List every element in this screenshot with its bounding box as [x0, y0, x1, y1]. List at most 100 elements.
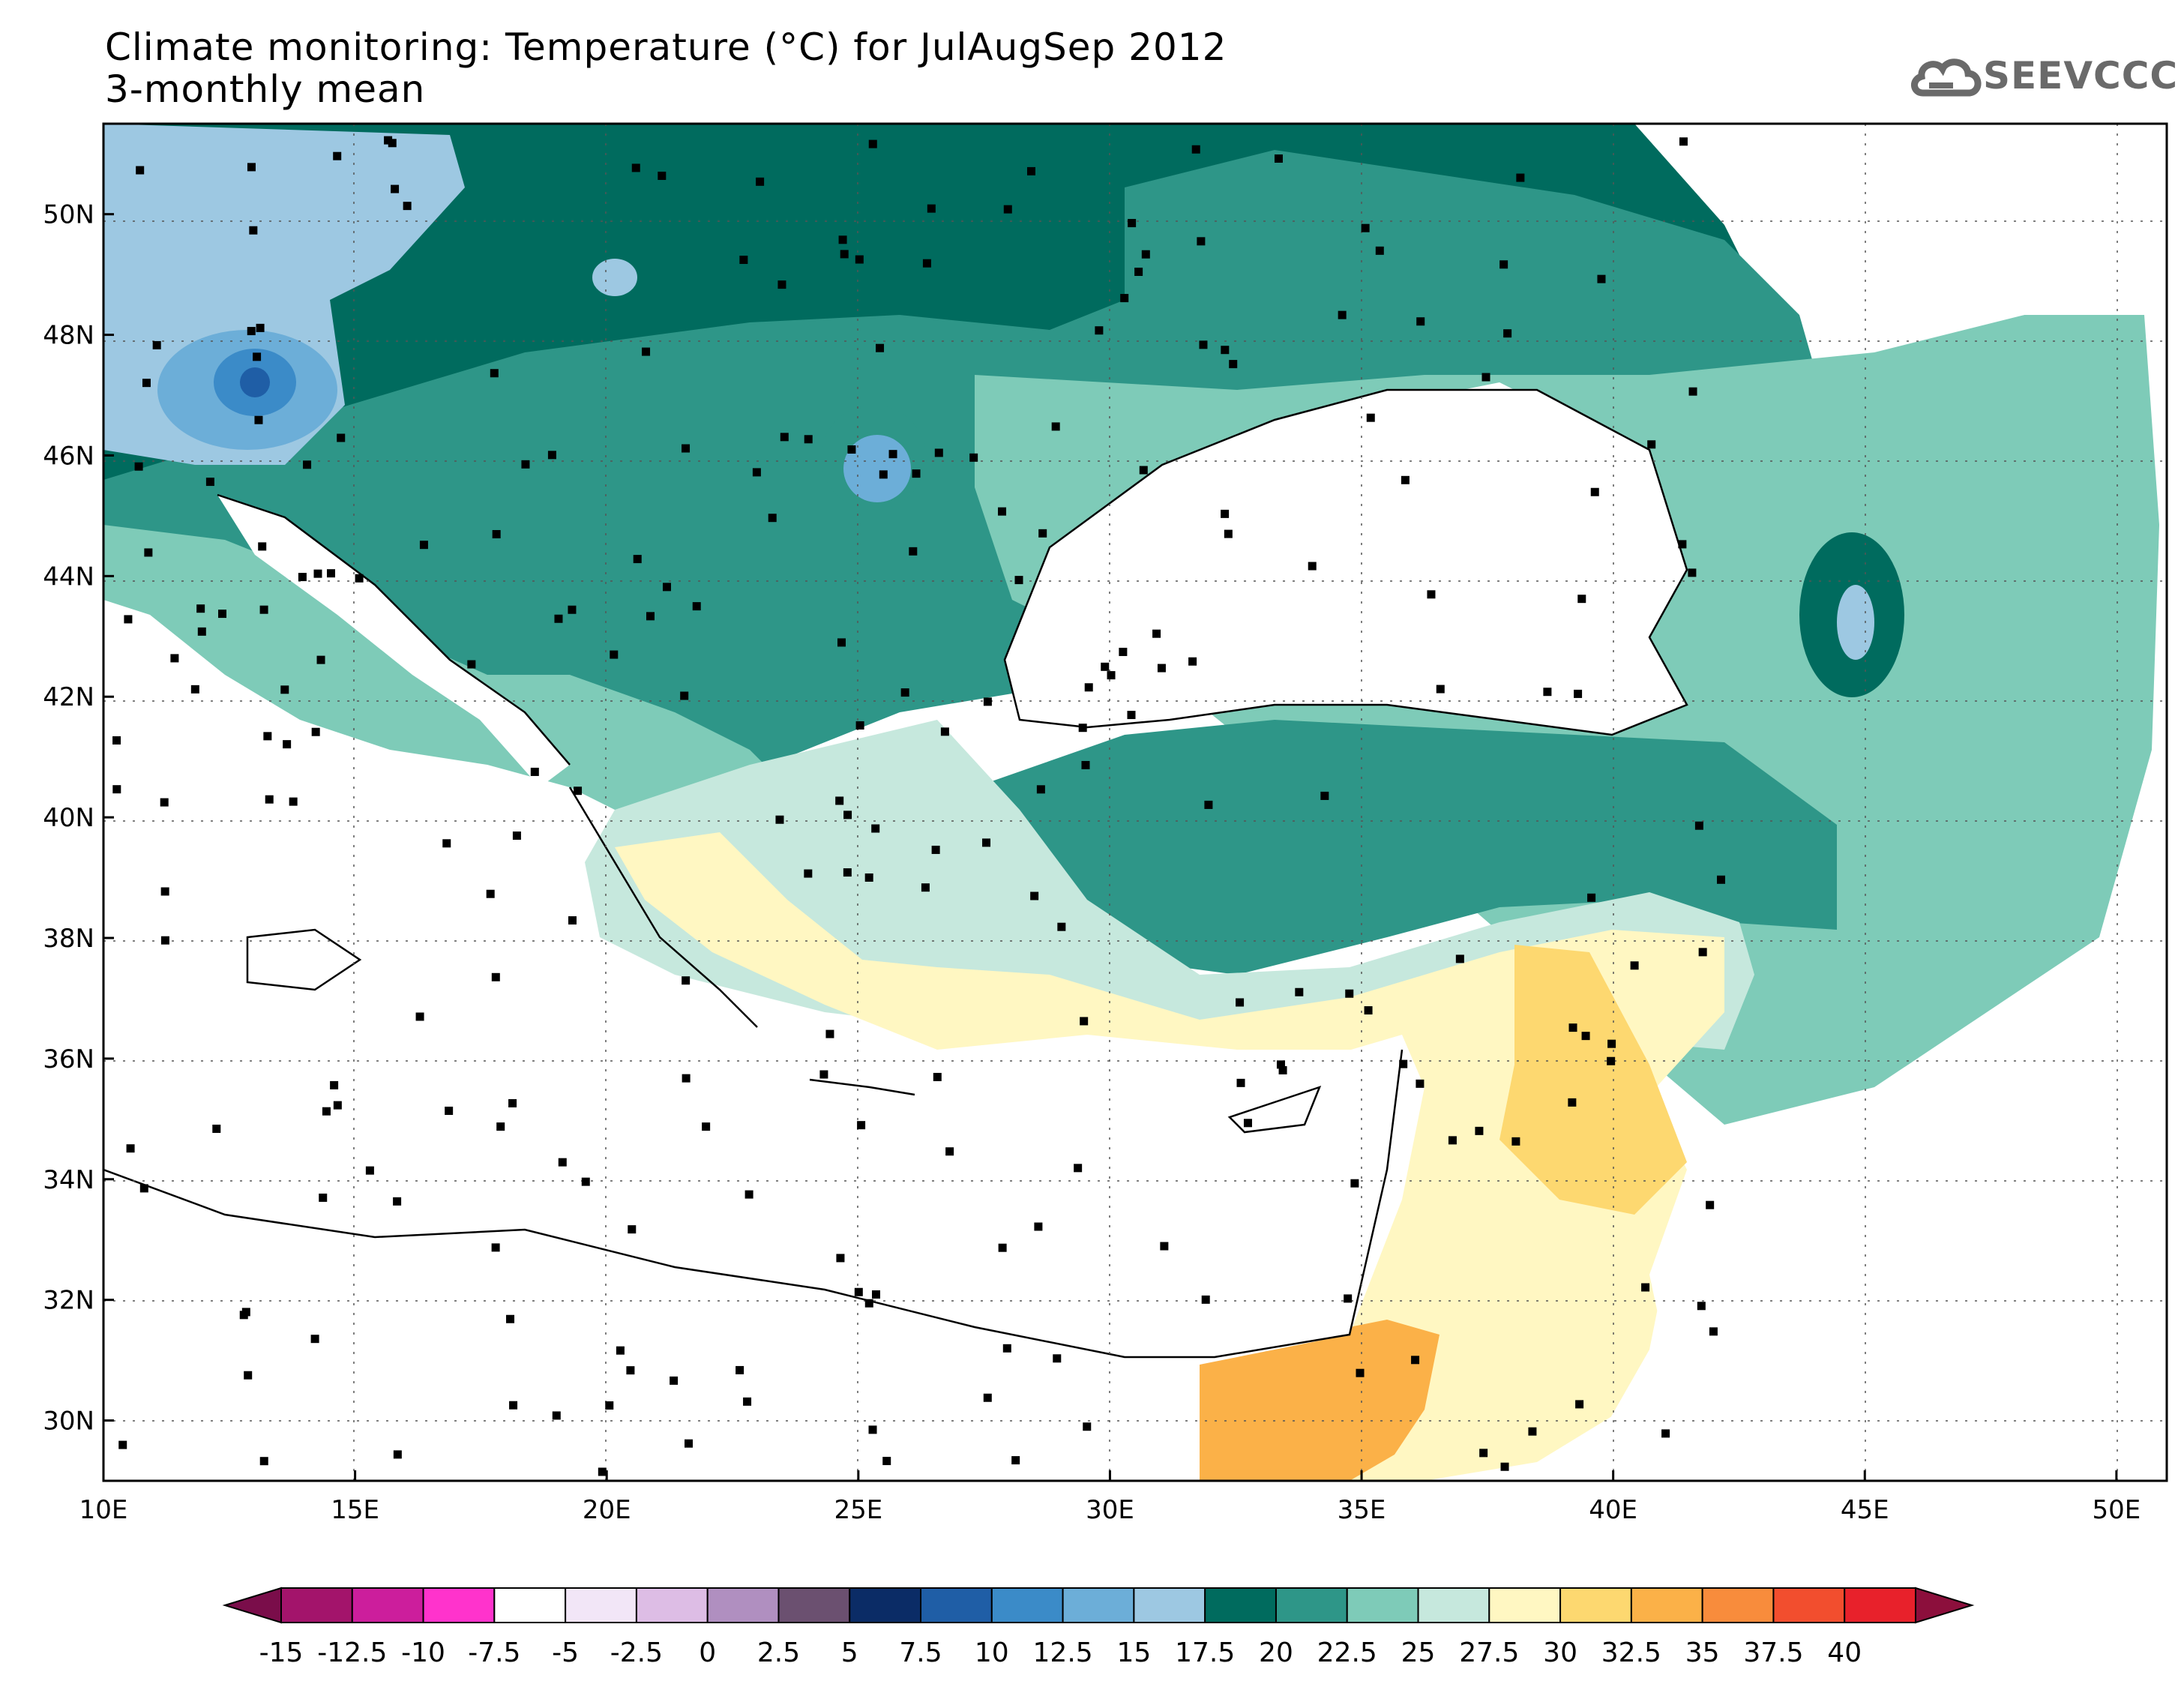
station-marker [1053, 1354, 1062, 1363]
station-marker [1081, 760, 1090, 769]
station-marker [337, 433, 346, 442]
station-marker [254, 415, 263, 424]
colorbar-box [1204, 1587, 1277, 1623]
station-marker [303, 460, 312, 469]
station-marker [682, 976, 691, 985]
station-marker [1201, 1295, 1210, 1304]
station-marker [670, 1376, 679, 1385]
colorbar-label: 22.5 [1317, 1638, 1377, 1668]
station-marker [1694, 821, 1703, 830]
station-marker [530, 767, 539, 776]
latitude-axis: 30N 32N 34N 36N 38N 40N 42N 44N 46N 48N 50N [43, 200, 114, 1437]
lon-tick-label: 30E [1086, 1495, 1134, 1525]
station-marker [244, 1371, 253, 1380]
colorbar-box [1701, 1587, 1775, 1623]
station-marker [1274, 154, 1283, 163]
station-marker [205, 478, 214, 487]
station-marker [744, 1190, 753, 1199]
station-marker [864, 1299, 873, 1308]
station-marker [326, 569, 335, 578]
lon-tick-label: 20E [583, 1495, 631, 1525]
station-marker [983, 697, 992, 706]
station-marker [843, 868, 852, 877]
station-marker [1587, 893, 1596, 902]
lat-tick-label: 48N [43, 321, 94, 351]
station-marker [1647, 440, 1656, 449]
station-marker [998, 1243, 1007, 1252]
station-marker [355, 574, 364, 583]
station-marker [265, 795, 274, 804]
station-marker [568, 916, 577, 925]
station-marker [1678, 540, 1687, 549]
station-marker [921, 883, 930, 892]
lon-tick-label: 45E [1841, 1495, 1889, 1525]
station-marker [491, 1243, 500, 1252]
station-marker [1709, 1327, 1718, 1336]
station-marker [1697, 1302, 1706, 1311]
grid-lines [103, 124, 2167, 1481]
lat-tick-label: 32N [43, 1286, 94, 1316]
lat-tick-label: 40N [43, 803, 94, 833]
station-marker [1134, 268, 1143, 277]
station-marker [403, 202, 412, 211]
station-marker [419, 541, 428, 550]
station-marker [1139, 466, 1148, 475]
station-marker [1030, 891, 1039, 900]
north-africa [103, 1230, 1200, 1481]
station-marker [196, 604, 205, 613]
colorbar-label: -12.5 [317, 1638, 387, 1668]
station-marker [933, 1072, 942, 1081]
station-marker [521, 460, 530, 469]
station-marker [212, 1124, 221, 1133]
station-marker [1543, 688, 1552, 697]
station-marker [1679, 137, 1688, 146]
station-marker [804, 869, 813, 878]
station-marker [1119, 647, 1128, 656]
colorbar-arrow-low [222, 1587, 282, 1624]
station-marker [486, 889, 495, 898]
station-marker [1078, 724, 1087, 733]
station-marker [256, 323, 265, 332]
station-marker [780, 433, 789, 442]
station-marker [837, 638, 846, 647]
station-marker [136, 166, 145, 175]
colorbar-label: 5 [841, 1638, 858, 1668]
station-marker [1516, 173, 1525, 182]
station-marker [854, 1287, 863, 1296]
station-marker [1427, 590, 1436, 599]
station-marker [945, 1147, 954, 1156]
station-marker [658, 171, 667, 180]
station-marker [1141, 250, 1150, 259]
russia-nodata [1634, 124, 2167, 345]
colorbar-label: -15 [259, 1638, 304, 1668]
station-marker [682, 1074, 691, 1083]
station-marker [702, 1122, 711, 1131]
station-marker [646, 612, 655, 621]
station-marker [1511, 1137, 1520, 1146]
station-marker [1455, 954, 1464, 963]
station-marker [982, 838, 991, 847]
colorbar-box [1559, 1587, 1632, 1623]
station-marker [1399, 1059, 1408, 1068]
station-marker [626, 1366, 635, 1375]
station-marker [739, 256, 748, 265]
station-marker [491, 972, 500, 981]
station-marker [1416, 1079, 1425, 1088]
station-marker [283, 740, 292, 749]
station-marker [258, 542, 267, 551]
map-field [103, 124, 2167, 1481]
lat-tick-label: 38N [43, 924, 94, 954]
station-marker [496, 1122, 505, 1131]
station-marker [289, 797, 298, 806]
station-marker [1344, 1294, 1353, 1303]
station-marker [1221, 346, 1230, 355]
map-title: Climate monitoring: Temperature (°C) for… [105, 25, 1227, 69]
station-marker [1568, 1098, 1577, 1107]
zone-35-sinai [1200, 1320, 1440, 1481]
lon-tick-label: 25E [834, 1495, 882, 1525]
station-marker [1229, 360, 1238, 369]
station-marker [1191, 145, 1200, 154]
station-marker [855, 255, 864, 264]
station-marker [642, 347, 651, 356]
station-marker [922, 259, 931, 268]
